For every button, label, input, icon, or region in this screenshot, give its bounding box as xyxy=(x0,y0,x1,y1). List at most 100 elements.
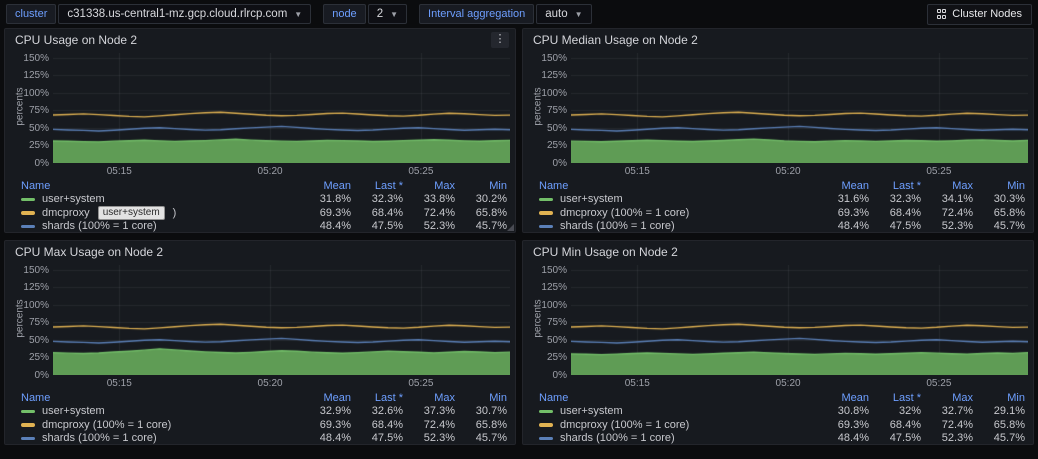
legend-mean-value[interactable]: 31.8% xyxy=(319,193,351,206)
legend-last-value[interactable]: 32% xyxy=(898,405,921,418)
legend-series-name[interactable]: user+system xyxy=(539,193,817,205)
legend-mean-value[interactable]: 32.9% xyxy=(319,405,351,418)
legend-series-name[interactable]: dmcproxy user+system) xyxy=(21,205,299,220)
legend-last-value[interactable]: 68.4% xyxy=(371,206,403,219)
plot-region[interactable] xyxy=(571,265,1028,375)
legend-series-name[interactable]: user+system xyxy=(21,405,299,417)
legend-max-value[interactable]: 32.7% xyxy=(941,405,973,418)
series-color-swatch-icon xyxy=(21,423,35,427)
legend-column-header[interactable]: Min xyxy=(1007,179,1025,192)
panel-title[interactable]: CPU Max Usage on Node 2 xyxy=(15,245,164,259)
legend-column-header[interactable]: Last * xyxy=(892,179,921,192)
legend-mean-value[interactable]: 69.3% xyxy=(319,418,351,431)
legend-min-value[interactable]: 30.7% xyxy=(475,405,507,418)
legend-header-row: Name Mean Last * Max Min xyxy=(539,391,1025,405)
cluster-nodes-button[interactable]: Cluster Nodes xyxy=(926,3,1032,25)
panel-kebab-menu-icon[interactable]: ⋮ xyxy=(491,32,509,48)
legend-min-value[interactable]: 65.8% xyxy=(993,418,1025,431)
legend-min-value[interactable]: 29.1% xyxy=(993,405,1025,418)
legend-column-header[interactable]: Last * xyxy=(374,391,403,404)
node-variable-select[interactable]: 2 ▼ xyxy=(367,4,408,24)
legend-max-value[interactable]: 52.3% xyxy=(941,220,973,233)
legend-mean-value[interactable]: 69.3% xyxy=(319,206,351,219)
panel-title[interactable]: CPU Usage on Node 2 xyxy=(15,33,138,47)
legend-min-value[interactable]: 45.7% xyxy=(475,432,507,445)
legend-column-header[interactable]: Max xyxy=(952,179,973,192)
legend-min-value[interactable]: 30.2% xyxy=(475,193,507,206)
interval-aggregation-variable-select[interactable]: auto ▼ xyxy=(536,4,592,24)
legend-max-value[interactable]: 52.3% xyxy=(423,220,455,233)
legend-column-header[interactable]: Name xyxy=(539,391,569,404)
legend-min-value[interactable]: 45.7% xyxy=(475,220,507,233)
legend-mean-value[interactable]: 48.4% xyxy=(837,220,869,233)
legend-column-header[interactable]: Name xyxy=(21,391,51,404)
series-color-swatch-icon xyxy=(21,211,35,215)
legend-series-name[interactable]: dmcproxy (100% = 1 core) xyxy=(539,419,817,431)
legend-series-name[interactable]: shards (100% = 1 core) xyxy=(539,432,817,444)
legend-series-name[interactable]: shards (100% = 1 core) xyxy=(21,220,299,232)
interval-aggregation-variable-value: auto xyxy=(545,8,568,20)
legend-max-value[interactable]: 37.3% xyxy=(423,405,455,418)
legend-series-name[interactable]: shards (100% = 1 core) xyxy=(21,432,299,444)
legend-last-value[interactable]: 68.4% xyxy=(889,418,921,431)
legend-column-header[interactable]: Max xyxy=(952,391,973,404)
legend-min-value[interactable]: 65.8% xyxy=(475,206,507,219)
legend-mean-value[interactable]: 69.3% xyxy=(837,418,869,431)
legend-column-header[interactable]: Name xyxy=(539,179,569,192)
legend-min-value[interactable]: 30.3% xyxy=(993,193,1025,206)
plot-region[interactable] xyxy=(53,53,510,163)
legend-max-value[interactable]: 72.4% xyxy=(941,418,973,431)
legend-last-value[interactable]: 47.5% xyxy=(889,432,921,445)
legend-last-value[interactable]: 68.4% xyxy=(889,206,921,219)
legend-column-header[interactable]: Name xyxy=(21,179,51,192)
legend-mean-value[interactable]: 48.4% xyxy=(837,432,869,445)
legend-column-header[interactable]: Min xyxy=(1007,391,1025,404)
legend-last-value[interactable]: 32.3% xyxy=(371,193,403,206)
legend-series-name[interactable]: user+system xyxy=(21,193,299,205)
legend-column-header[interactable]: Min xyxy=(489,391,507,404)
legend-min-value[interactable]: 65.8% xyxy=(475,418,507,431)
legend-column-header[interactable]: Last * xyxy=(892,391,921,404)
cluster-variable-select[interactable]: c31338.us-central1-mz.gcp.cloud.rlrcp.co… xyxy=(58,4,312,24)
legend-mean-value[interactable]: 48.4% xyxy=(319,220,351,233)
legend-max-value[interactable]: 52.3% xyxy=(941,432,973,445)
legend-max-value[interactable]: 72.4% xyxy=(423,206,455,219)
legend-mean-value[interactable]: 31.6% xyxy=(837,193,869,206)
legend-mean-value[interactable]: 69.3% xyxy=(837,206,869,219)
panel-title[interactable]: CPU Min Usage on Node 2 xyxy=(533,245,678,259)
panel-resize-handle[interactable] xyxy=(507,224,514,231)
legend-column-header[interactable]: Max xyxy=(434,391,455,404)
panel-title[interactable]: CPU Median Usage on Node 2 xyxy=(533,33,698,47)
legend-last-value[interactable]: 32.6% xyxy=(371,405,403,418)
legend-series-name[interactable]: dmcproxy (100% = 1 core) xyxy=(539,207,817,219)
plot-region[interactable] xyxy=(571,53,1028,163)
legend-mean-value[interactable]: 30.8% xyxy=(837,405,869,418)
legend-max-value[interactable]: 33.8% xyxy=(423,193,455,206)
legend-header-row: Name Mean Last * Max Min xyxy=(21,391,507,405)
legend-last-value[interactable]: 68.4% xyxy=(371,418,403,431)
legend-column-header[interactable]: Last * xyxy=(374,179,403,192)
legend-column-header[interactable]: Mean xyxy=(323,391,351,404)
legend-max-value[interactable]: 72.4% xyxy=(423,418,455,431)
legend-column-header[interactable]: Mean xyxy=(841,179,869,192)
legend-min-value[interactable]: 45.7% xyxy=(993,220,1025,233)
legend-max-value[interactable]: 34.1% xyxy=(941,193,973,206)
legend-series-name[interactable]: dmcproxy (100% = 1 core) xyxy=(21,419,299,431)
legend-column-header[interactable]: Min xyxy=(489,179,507,192)
legend-mean-value[interactable]: 48.4% xyxy=(319,432,351,445)
legend-min-value[interactable]: 65.8% xyxy=(993,206,1025,219)
legend-min-value[interactable]: 45.7% xyxy=(993,432,1025,445)
legend-last-value[interactable]: 47.5% xyxy=(371,220,403,233)
legend-series-name[interactable]: shards (100% = 1 core) xyxy=(539,220,817,232)
legend-column-header[interactable]: Max xyxy=(434,179,455,192)
legend-series-name[interactable]: user+system xyxy=(539,405,817,417)
plot-region[interactable] xyxy=(53,265,510,375)
legend-last-value[interactable]: 32.3% xyxy=(889,193,921,206)
x-axis-tick-label: 05:25 xyxy=(408,166,434,177)
legend-column-header[interactable]: Mean xyxy=(841,391,869,404)
legend-last-value[interactable]: 47.5% xyxy=(371,432,403,445)
legend-max-value[interactable]: 72.4% xyxy=(941,206,973,219)
legend-max-value[interactable]: 52.3% xyxy=(423,432,455,445)
legend-last-value[interactable]: 47.5% xyxy=(889,220,921,233)
legend-column-header[interactable]: Mean xyxy=(323,179,351,192)
